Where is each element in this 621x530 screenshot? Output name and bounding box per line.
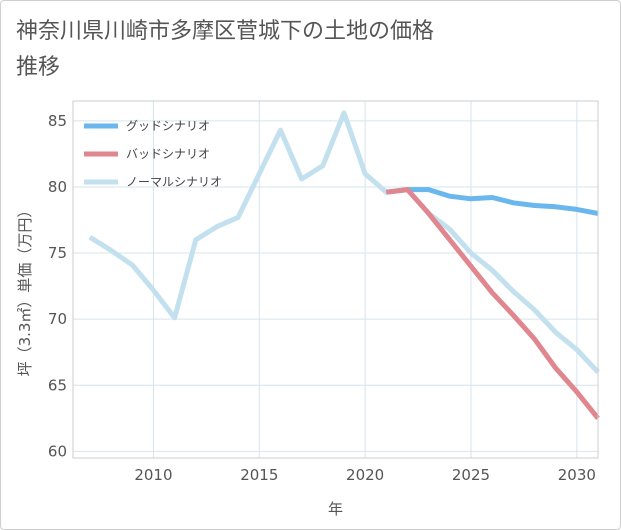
series-lines	[88, 110, 600, 420]
y-tick-label: 80	[48, 178, 67, 196]
x-tick-label: 2010	[134, 466, 172, 484]
x-tick-label: 2020	[346, 466, 384, 484]
y-tick-label: 70	[48, 310, 67, 328]
series-line-1	[385, 187, 600, 420]
y-tick-label: 85	[48, 112, 67, 130]
legend-label-0: グッドシナリオ	[126, 119, 210, 133]
tick-labels: 2010 2015 2020 2025 2030 60 65 70 75 80 85	[48, 112, 596, 484]
chart-title: 神奈川県川崎市多摩区菅城下の土地の価格推移	[16, 19, 435, 80]
x-tick-label: 2025	[452, 466, 490, 484]
plot-border	[72, 100, 599, 459]
series-line-2	[88, 110, 600, 374]
y-tick-label: 65	[48, 376, 67, 394]
x-tick-label: 2030	[558, 466, 596, 484]
legend-label-1: バッドシナリオ	[126, 147, 210, 161]
y-tick-label: 60	[48, 442, 67, 460]
y-axis-label: 坪（3.3㎡）単価（万円）	[16, 203, 34, 377]
series-line-0	[385, 187, 599, 216]
grid	[73, 101, 598, 458]
legend-label-2: ノーマルシナリオ	[126, 175, 222, 189]
x-tick-label: 2015	[240, 466, 278, 484]
y-tick-label: 75	[48, 244, 67, 262]
x-axis-label: 年	[328, 500, 343, 518]
